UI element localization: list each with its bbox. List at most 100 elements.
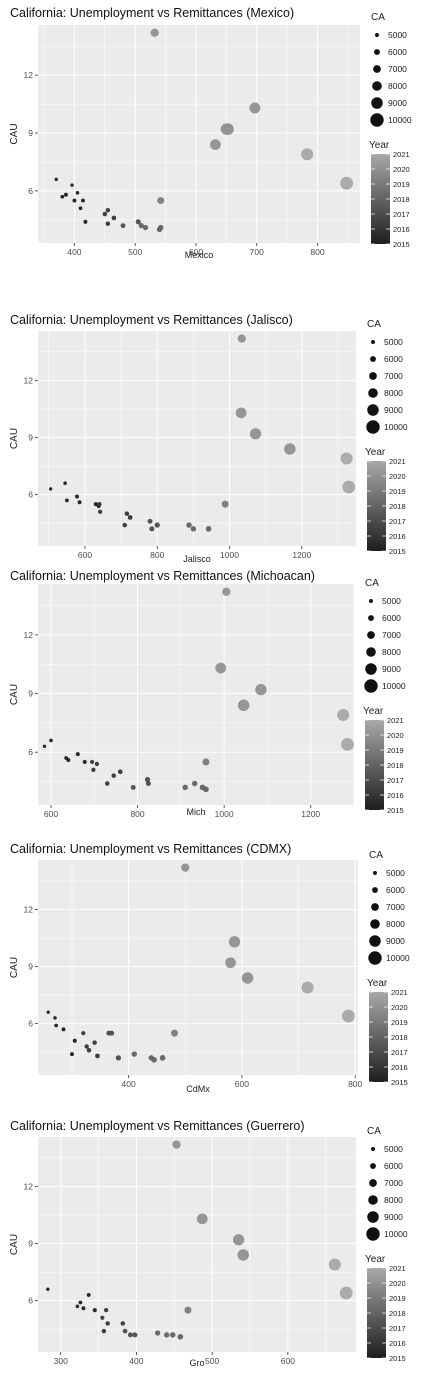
y-tick-label: 9 bbox=[28, 433, 33, 443]
data-point bbox=[70, 1052, 74, 1057]
size-legend-label: 10000 bbox=[384, 1229, 408, 1239]
y-tick-label: 12 bbox=[24, 904, 34, 914]
size-legend-title: CA bbox=[367, 1126, 381, 1137]
color-legend-label: 2018 bbox=[389, 1309, 406, 1318]
data-point bbox=[191, 780, 198, 787]
y-tick-label: 9 bbox=[28, 689, 33, 699]
data-point bbox=[124, 511, 130, 516]
size-legend-key bbox=[364, 679, 378, 693]
data-point bbox=[72, 198, 77, 203]
size-legend-key bbox=[370, 1163, 376, 1169]
size-legend-label: 8000 bbox=[386, 919, 405, 929]
size-legend-label: 8000 bbox=[384, 1195, 403, 1205]
data-point bbox=[340, 452, 353, 465]
chart-panel-1: California: Unemployment vs Remittances … bbox=[9, 6, 412, 260]
data-point bbox=[221, 500, 229, 508]
data-point bbox=[66, 758, 71, 762]
data-point bbox=[341, 1009, 355, 1023]
data-point bbox=[81, 1306, 86, 1311]
data-point bbox=[102, 211, 108, 217]
size-legend-key bbox=[367, 631, 375, 639]
data-point bbox=[105, 781, 110, 786]
data-point bbox=[111, 215, 117, 221]
size-legend-label: 10000 bbox=[388, 115, 412, 125]
size-legend-key bbox=[373, 871, 377, 875]
data-point bbox=[181, 863, 190, 872]
y-axis-label: CAU bbox=[9, 123, 20, 144]
data-point bbox=[72, 1038, 77, 1043]
x-tick-label: 300 bbox=[54, 1356, 68, 1366]
data-point bbox=[190, 526, 197, 532]
data-point bbox=[301, 981, 314, 994]
size-legend-label: 8000 bbox=[384, 388, 403, 398]
x-tick-label: 600 bbox=[78, 550, 92, 560]
plot-panel bbox=[38, 584, 354, 805]
chart-title: California: Unemployment vs Remittances … bbox=[10, 569, 315, 583]
y-tick-label: 6 bbox=[28, 1019, 33, 1029]
chart-panel-2: California: Unemployment vs Remittances … bbox=[9, 313, 408, 564]
data-point bbox=[131, 1051, 138, 1057]
chart-panel-3: California: Unemployment vs Remittances … bbox=[9, 569, 406, 819]
y-tick-label: 12 bbox=[24, 1181, 34, 1191]
size-legend-label: 6000 bbox=[386, 885, 405, 895]
data-point bbox=[237, 1249, 249, 1261]
x-tick-label: 800 bbox=[348, 1079, 362, 1089]
color-legend-bar bbox=[367, 461, 386, 551]
data-point bbox=[145, 780, 151, 787]
data-point bbox=[82, 759, 87, 765]
y-tick-label: 6 bbox=[28, 747, 33, 757]
data-point bbox=[157, 197, 165, 205]
data-point bbox=[61, 1027, 66, 1032]
data-point bbox=[94, 761, 100, 767]
data-point bbox=[122, 1328, 128, 1334]
size-legend-key bbox=[369, 372, 377, 380]
plot-panel bbox=[38, 331, 356, 546]
chart-title: California: Unemployment vs Remittances … bbox=[10, 313, 293, 327]
data-point bbox=[205, 526, 212, 532]
data-point bbox=[103, 1307, 109, 1313]
color-legend-bar bbox=[365, 720, 384, 810]
x-tick-label: 400 bbox=[67, 247, 81, 257]
data-point bbox=[78, 1300, 83, 1305]
y-tick-label: 12 bbox=[24, 630, 34, 640]
color-legend-label: 2019 bbox=[389, 487, 406, 496]
data-point bbox=[80, 198, 85, 203]
data-point bbox=[225, 957, 236, 969]
data-point bbox=[138, 223, 144, 229]
size-legend-key bbox=[368, 615, 374, 621]
data-point bbox=[159, 1055, 166, 1061]
size-legend-label: 7000 bbox=[384, 1178, 403, 1188]
x-tick-label: 400 bbox=[129, 1356, 143, 1366]
size-legend-label: 5000 bbox=[386, 868, 405, 878]
data-point bbox=[237, 699, 250, 712]
data-point bbox=[147, 518, 153, 524]
size-legend-key bbox=[368, 951, 382, 965]
data-point bbox=[49, 738, 53, 743]
size-legend-label: 9000 bbox=[386, 936, 405, 946]
x-tick-label: 800 bbox=[310, 247, 324, 257]
color-legend-label: 2020 bbox=[393, 165, 410, 174]
size-legend-key bbox=[368, 388, 378, 398]
color-legend-label: 2017 bbox=[389, 1324, 406, 1333]
y-axis-label: CAU bbox=[9, 1234, 20, 1255]
chart-title: California: Unemployment vs Remittances … bbox=[10, 1119, 305, 1133]
data-point bbox=[120, 223, 126, 229]
data-point bbox=[86, 1292, 91, 1297]
size-legend-label: 9000 bbox=[384, 405, 403, 415]
x-tick-label: 1200 bbox=[301, 809, 320, 819]
data-point bbox=[101, 1328, 107, 1334]
data-point bbox=[228, 936, 241, 948]
data-point bbox=[342, 480, 356, 494]
color-legend-label: 2020 bbox=[389, 472, 406, 481]
color-legend-label: 2020 bbox=[387, 731, 404, 740]
data-point bbox=[196, 1213, 208, 1225]
data-point bbox=[97, 509, 103, 514]
color-legend-label: 2021 bbox=[389, 1264, 406, 1273]
x-tick-label: 500 bbox=[128, 247, 142, 257]
size-legend-key bbox=[370, 113, 384, 127]
data-point bbox=[63, 481, 67, 485]
data-point bbox=[151, 1056, 157, 1063]
x-tick-label: 1000 bbox=[215, 809, 234, 819]
size-legend-label: 6000 bbox=[382, 613, 401, 623]
color-legend-bar bbox=[371, 154, 390, 244]
